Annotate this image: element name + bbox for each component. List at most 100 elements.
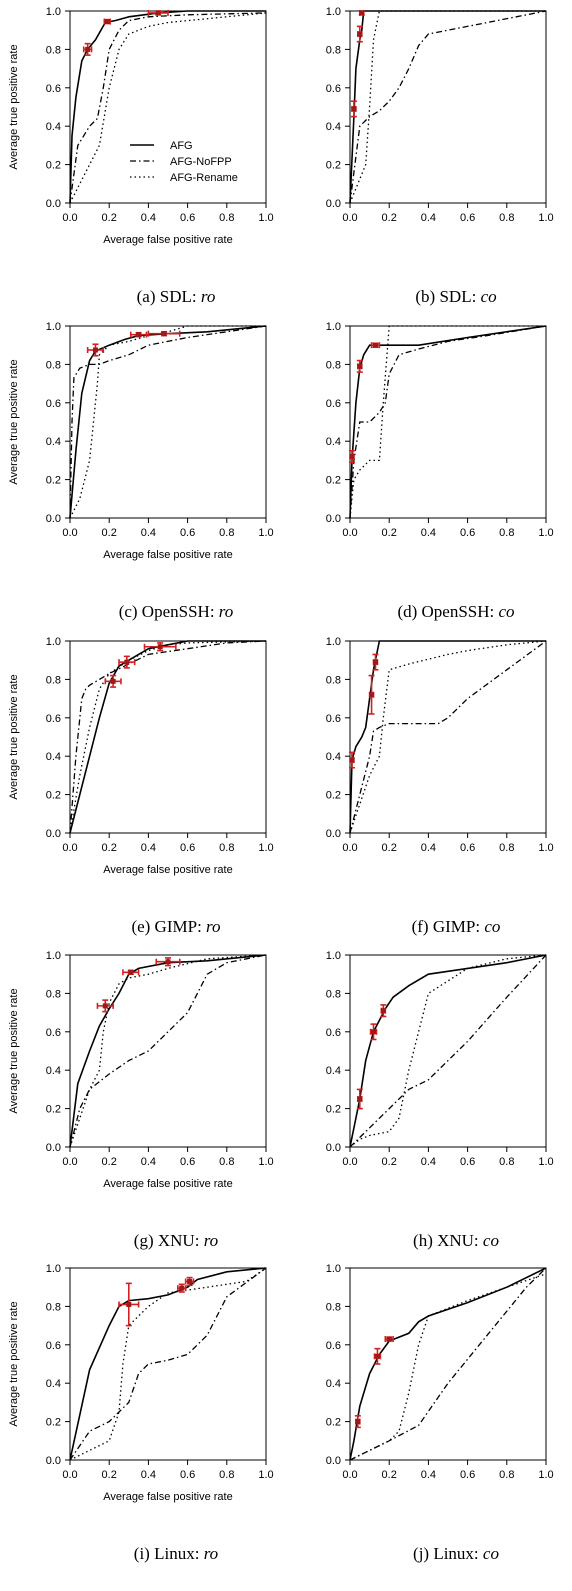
panel-caption: (a) SDL: ro — [137, 287, 216, 306]
x-tick-label: 0.2 — [102, 842, 117, 854]
y-axis-label: Average true positive rate — [8, 988, 20, 1113]
y-tick-label: 0.0 — [326, 198, 341, 210]
error-bar-point — [386, 1336, 392, 1342]
y-tick-label: 0.6 — [46, 1027, 61, 1039]
y-tick-label: 0.8 — [326, 44, 341, 56]
x-tick-label: 0.6 — [460, 842, 475, 854]
x-axis-label: Average false positive rate — [103, 1178, 232, 1190]
error-bar — [348, 449, 355, 464]
x-tick-label: 0.6 — [180, 842, 195, 854]
legend-label: AFG-NoFPP — [170, 156, 232, 168]
plot-frame — [349, 640, 547, 834]
series-afg-nofpp — [69, 1267, 267, 1461]
series-afg-nofpp — [349, 640, 547, 834]
error-bar — [96, 999, 114, 1013]
error-bar — [356, 25, 363, 43]
y-tick-label: 0.2 — [46, 1417, 61, 1429]
series-afg-nofpp — [69, 954, 267, 1148]
y-tick-label: 0.8 — [326, 359, 341, 371]
error-bar — [354, 1415, 361, 1429]
plot-frame — [349, 954, 547, 1148]
y-tick-label: 0.2 — [46, 475, 61, 487]
roc-panel-g: 0.0 0.2 0.4 0.6 0.8 1.0 0.0 0.2 0.4 0.6 0.8 1.0 Aver… — [8, 950, 274, 1250]
error-bar-point — [136, 332, 142, 338]
y-axis-label: Average true positive rate — [8, 44, 20, 169]
y-tick-label: 0.2 — [326, 790, 341, 802]
error-bar-point — [126, 1301, 132, 1307]
y-tick-label: 0.8 — [326, 1301, 341, 1313]
panel-caption: (g) XNU: ro — [134, 1231, 218, 1250]
x-tick-label: 1.0 — [538, 1469, 553, 1481]
y-axis-label: Average true positive rate — [8, 359, 20, 484]
y-tick-label: 0.2 — [326, 1417, 341, 1429]
x-tick-label: 0.0 — [342, 1469, 357, 1481]
x-tick-label: 1.0 — [538, 842, 553, 854]
series-afg-rename — [69, 954, 267, 1148]
error-bar-point — [380, 1008, 386, 1014]
y-tick-label: 1.0 — [326, 1263, 341, 1275]
x-tick-label: 0.4 — [421, 1469, 436, 1481]
error-bar-point — [110, 678, 116, 684]
x-tick-label: 0.4 — [421, 842, 436, 854]
x-tick-label: 0.0 — [62, 1469, 77, 1481]
x-tick-label: 0.8 — [219, 1469, 234, 1481]
series-afg-rename — [349, 954, 547, 1148]
y-tick-label: 0.8 — [326, 674, 341, 686]
y-axis-label: Average true positive rate — [8, 1301, 20, 1426]
y-tick-label: 1.0 — [326, 636, 341, 648]
plot-frame — [349, 325, 547, 519]
panel-caption: (e) GIMP: ro — [131, 917, 220, 936]
roc-panel-a: 0.0 0.2 0.4 0.6 0.8 1.0 0.0 0.2 0.4 0.6 0.8 1.0 Aver… — [8, 6, 274, 306]
error-bar — [86, 343, 105, 357]
error-bar — [348, 751, 355, 769]
x-tick-label: 0.4 — [141, 1156, 156, 1168]
panel-caption: (j) Linux: co — [413, 1544, 499, 1563]
y-axis-label: Average true positive rate — [8, 674, 20, 799]
x-tick-label: 0.2 — [382, 1469, 397, 1481]
y-tick-label: 0.8 — [46, 674, 61, 686]
error-bar — [82, 42, 93, 56]
series-afg-rename — [349, 1273, 547, 1461]
y-tick-label: 1.0 — [46, 1263, 61, 1275]
error-bar-point — [351, 106, 357, 112]
error-bar-point — [124, 659, 130, 665]
x-tick-label: 0.6 — [180, 1469, 195, 1481]
y-tick-label: 0.2 — [46, 1104, 61, 1116]
y-tick-label: 0.0 — [46, 513, 61, 525]
error-bar — [369, 1023, 378, 1041]
y-tick-label: 0.4 — [46, 436, 61, 448]
error-bar — [373, 1347, 382, 1365]
y-tick-label: 0.6 — [326, 1027, 341, 1039]
y-tick-label: 1.0 — [46, 636, 61, 648]
y-tick-label: 0.0 — [46, 198, 61, 210]
x-tick-label: 0.6 — [180, 1156, 195, 1168]
x-axis-label: Average false positive rate — [103, 549, 232, 561]
x-tick-label: 0.2 — [382, 842, 397, 854]
x-tick-label: 1.0 — [538, 1156, 553, 1168]
y-tick-label: 0.8 — [46, 1301, 61, 1313]
panel-caption: (b) SDL: co — [415, 287, 496, 306]
y-tick-label: 0.8 — [46, 44, 61, 56]
plot-frame — [69, 640, 267, 834]
roc-panel-f: 0.0 0.2 0.4 0.6 0.8 1.0 0.0 0.2 0.4 0.6 0.8 1.0 (f) … — [326, 636, 554, 936]
error-bar — [155, 957, 181, 967]
series-afg — [69, 640, 266, 834]
error-bar-point — [92, 347, 98, 353]
error-bar — [372, 653, 379, 671]
x-tick-label: 0.8 — [499, 1469, 514, 1481]
error-bar-point — [165, 959, 171, 965]
x-tick-label: 0.6 — [180, 212, 195, 224]
x-tick-label: 0.6 — [460, 1156, 475, 1168]
x-tick-label: 0.4 — [141, 1469, 156, 1481]
x-tick-label: 0.4 — [141, 842, 156, 854]
error-bar — [103, 18, 111, 25]
error-bar-point — [85, 46, 91, 52]
x-tick-label: 0.6 — [180, 527, 195, 539]
y-tick-label: 0.2 — [326, 475, 341, 487]
x-tick-label: 0.2 — [382, 527, 397, 539]
x-tick-label: 0.6 — [460, 212, 475, 224]
error-bar — [118, 1282, 140, 1327]
x-tick-label: 0.8 — [219, 842, 234, 854]
error-bar-point — [369, 692, 375, 698]
